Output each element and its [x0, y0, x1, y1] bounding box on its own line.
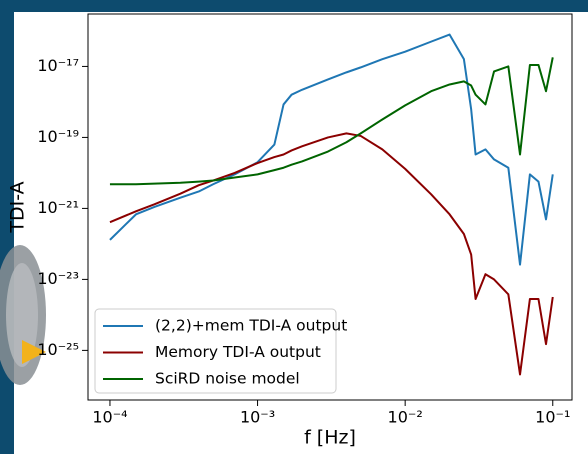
plot-frame [87, 13, 573, 401]
top-banner [0, 0, 588, 12]
x-tick-label: 10⁻⁴ [92, 408, 127, 427]
background-image [6, 263, 38, 367]
legend [94, 308, 337, 394]
y-tick-label: 10⁻¹⁷ [37, 56, 79, 75]
y-tick-label: 10⁻²¹ [37, 198, 79, 217]
x-tick-label: 10⁻³ [240, 408, 275, 427]
y-tick-label: 10⁻²⁵ [37, 340, 79, 359]
legend-label: (2,2)+mem TDI-A output [155, 317, 347, 335]
x-axis-label: f [Hz] [304, 427, 356, 449]
series-line [109, 57, 554, 186]
y-tick-label: 10⁻¹⁹ [37, 127, 79, 146]
legend-label: SciRD noise model [155, 370, 300, 388]
x-tick-label: 10⁻¹ [535, 408, 570, 427]
background-arrow [22, 340, 46, 364]
plot [109, 33, 554, 376]
series-line [109, 33, 554, 266]
x-tick-label: 10⁻² [388, 408, 423, 427]
y-axis-label: TDI-A [7, 181, 29, 233]
y-tick-label: 10⁻²³ [37, 269, 79, 288]
legend-label: Memory TDI-A output [155, 343, 321, 361]
